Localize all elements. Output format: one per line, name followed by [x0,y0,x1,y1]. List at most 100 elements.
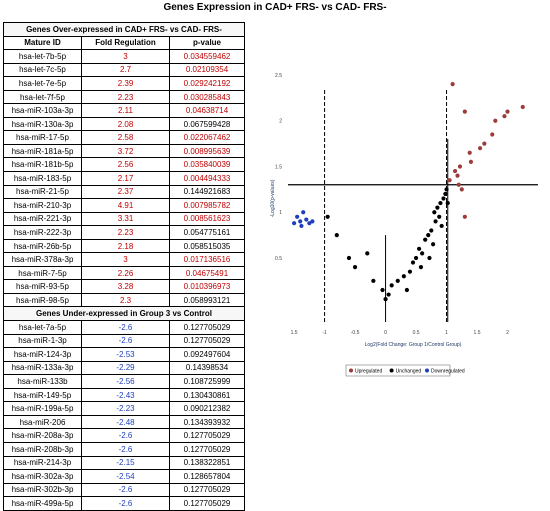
unchanged-point [437,214,442,219]
unchanged-point [433,219,438,224]
x-tick-label: 1 [445,330,448,336]
downregulated-point [307,221,312,226]
p-value-cell: 0.02109354 [168,62,246,78]
genes-table: Genes Over-expressed in CAD+ FRS- vs CAD… [2,22,246,511]
downregulated-point [310,219,315,224]
table-row: hsa-miR-17-5p 2.58 0.022067462 [3,130,246,145]
mature-id-cell: hsa-miR-302b-3p [3,482,82,498]
y-tick-label: 2.5 [275,73,282,79]
downregulated-point [295,214,300,219]
legend-label: Unchanged [396,369,422,375]
p-value-cell: 0.127705029 [168,496,246,511]
upregulated-point [490,132,495,137]
unchanged-point [383,297,388,302]
table-row: hsa-miR-499a-5p -2.6 0.127705029 [3,496,246,511]
unchanged-point [432,210,437,215]
table-row: hsa-miR-378a-3p 3 0.017136516 [3,252,246,267]
table-row: hsa-miR-302a-3p -2.54 0.128657804 [3,469,246,484]
unchanged-point [420,251,425,256]
unchanged-point [371,278,376,283]
fold-regulation-cell: -2.6 [81,496,170,511]
table-row: hsa-miR-221-3p 3.31 0.008561623 [3,211,246,227]
unchanged-point [346,255,352,261]
upregulated-point [505,109,510,114]
upregulated-point [457,164,463,169]
p-value-cell: 0.04675491 [168,265,246,281]
table-row: hsa-miR-130a-3p 2.08 0.067599428 [3,116,246,132]
unchanged-point [407,269,413,274]
upregulated-point [462,109,467,114]
unchanged-point [380,287,385,293]
p-value-cell: 0.04638714 [168,103,246,118]
downregulated-point [291,221,297,226]
unchanged-point [438,200,443,206]
p-value-cell: 0.127705029 [168,482,246,498]
mature-id-cell: hsa-miR-103a-3p [3,103,82,118]
p-value-cell: 0.030285843 [168,89,246,105]
table-row: hsa-miR-222-3p 2.23 0.054775161 [3,225,246,240]
p-value-cell: 0.127705029 [168,441,246,457]
unchanged-point [413,255,419,261]
upregulated-point [447,178,452,183]
unchanged-point [431,242,436,247]
table-row: hsa-miR-103a-3p 2.11 0.04638714 [3,103,246,118]
table-row: hsa-miR-7-5p 2.26 0.04675491 [3,265,246,281]
upregulated-point [450,82,455,87]
table-row: hsa-let-7f-5p 2.23 0.030285843 [3,89,246,105]
unchanged-point [423,237,428,242]
downregulated-point [301,210,306,215]
upregulated-point [520,104,525,110]
unchanged-point [445,200,450,206]
section-over-expressed: Genes Over-expressed in CAD+ FRS- vs CAD… [2,22,246,37]
p-value-cell: 0.138322851 [168,455,246,471]
x-tick-label: 0 [384,330,387,336]
p-value-cell: 0.008561623 [168,211,246,227]
upregulated-point [455,173,460,178]
unchanged-point [429,228,434,233]
volcano-plot: 0.5 1 1.5 2 2.5 1.5 -1 -0.5 0 0.5 1 1.5 2 Log2(Fold C… [270,73,538,377]
y-tick-label: 2 [279,119,282,125]
unchanged-point [395,278,400,283]
unchanged-point [416,246,422,251]
mature-id-cell: hsa-miR-208b-3p [3,441,82,457]
table-row: hsa-miR-124-3p -2.53 0.092497604 [3,347,246,362]
upregulated-point [452,168,458,174]
table-row: hsa-miR-208b-3p -2.6 0.127705029 [3,441,246,457]
legend-label: Upregulated [355,369,382,375]
legend-marker [349,368,353,373]
p-value-cell: 0.128657804 [168,469,246,484]
downregulated-point [298,219,303,224]
legend-box [345,364,451,377]
legend-marker [425,368,429,373]
unchanged-point [439,223,444,229]
legend-label: Downregulated [431,369,465,375]
upregulated-point [482,141,487,146]
unchanged-point [410,260,416,265]
downregulated-point [304,217,309,222]
x-tick-label: 1.5 [474,330,481,336]
figure-title: Genes Expression in CAD+ FRS- vs CAD- FR… [163,2,387,13]
upregulated-point [502,114,507,119]
table-row: hsa-miR-210-3p 4.91 0.007985782 [3,198,246,213]
x-tick-label: -0.5 [351,330,360,336]
fold-regulation-cell: -2.6 [81,441,170,457]
mature-id-cell: hsa-miR-214-3p [3,455,82,471]
table-row: hsa-miR-149-5p -2.43 0.130430861 [3,387,246,403]
unchanged-point [443,191,448,197]
table-row: hsa-miR-26b-5p 2.18 0.058515035 [3,238,246,254]
fold-regulation-cell: 2.11 [81,103,170,118]
unchanged-point [427,255,432,261]
upregulated-point [477,146,483,151]
x-tick-label: -1 [322,330,327,336]
unchanged-point [352,265,358,270]
unchanged-point [404,287,410,293]
x-tick-label: 2 [506,330,509,336]
unchanged-point [435,205,440,210]
y-tick-label: 1 [279,210,282,216]
unchanged-point [365,251,370,256]
legend-marker [389,368,394,373]
table-row: hsa-let-7c-5p 2.7 0.02109354 [3,62,246,78]
unchanged-point [334,232,339,238]
unchanged-point [386,292,391,297]
upregulated-point [459,187,464,192]
